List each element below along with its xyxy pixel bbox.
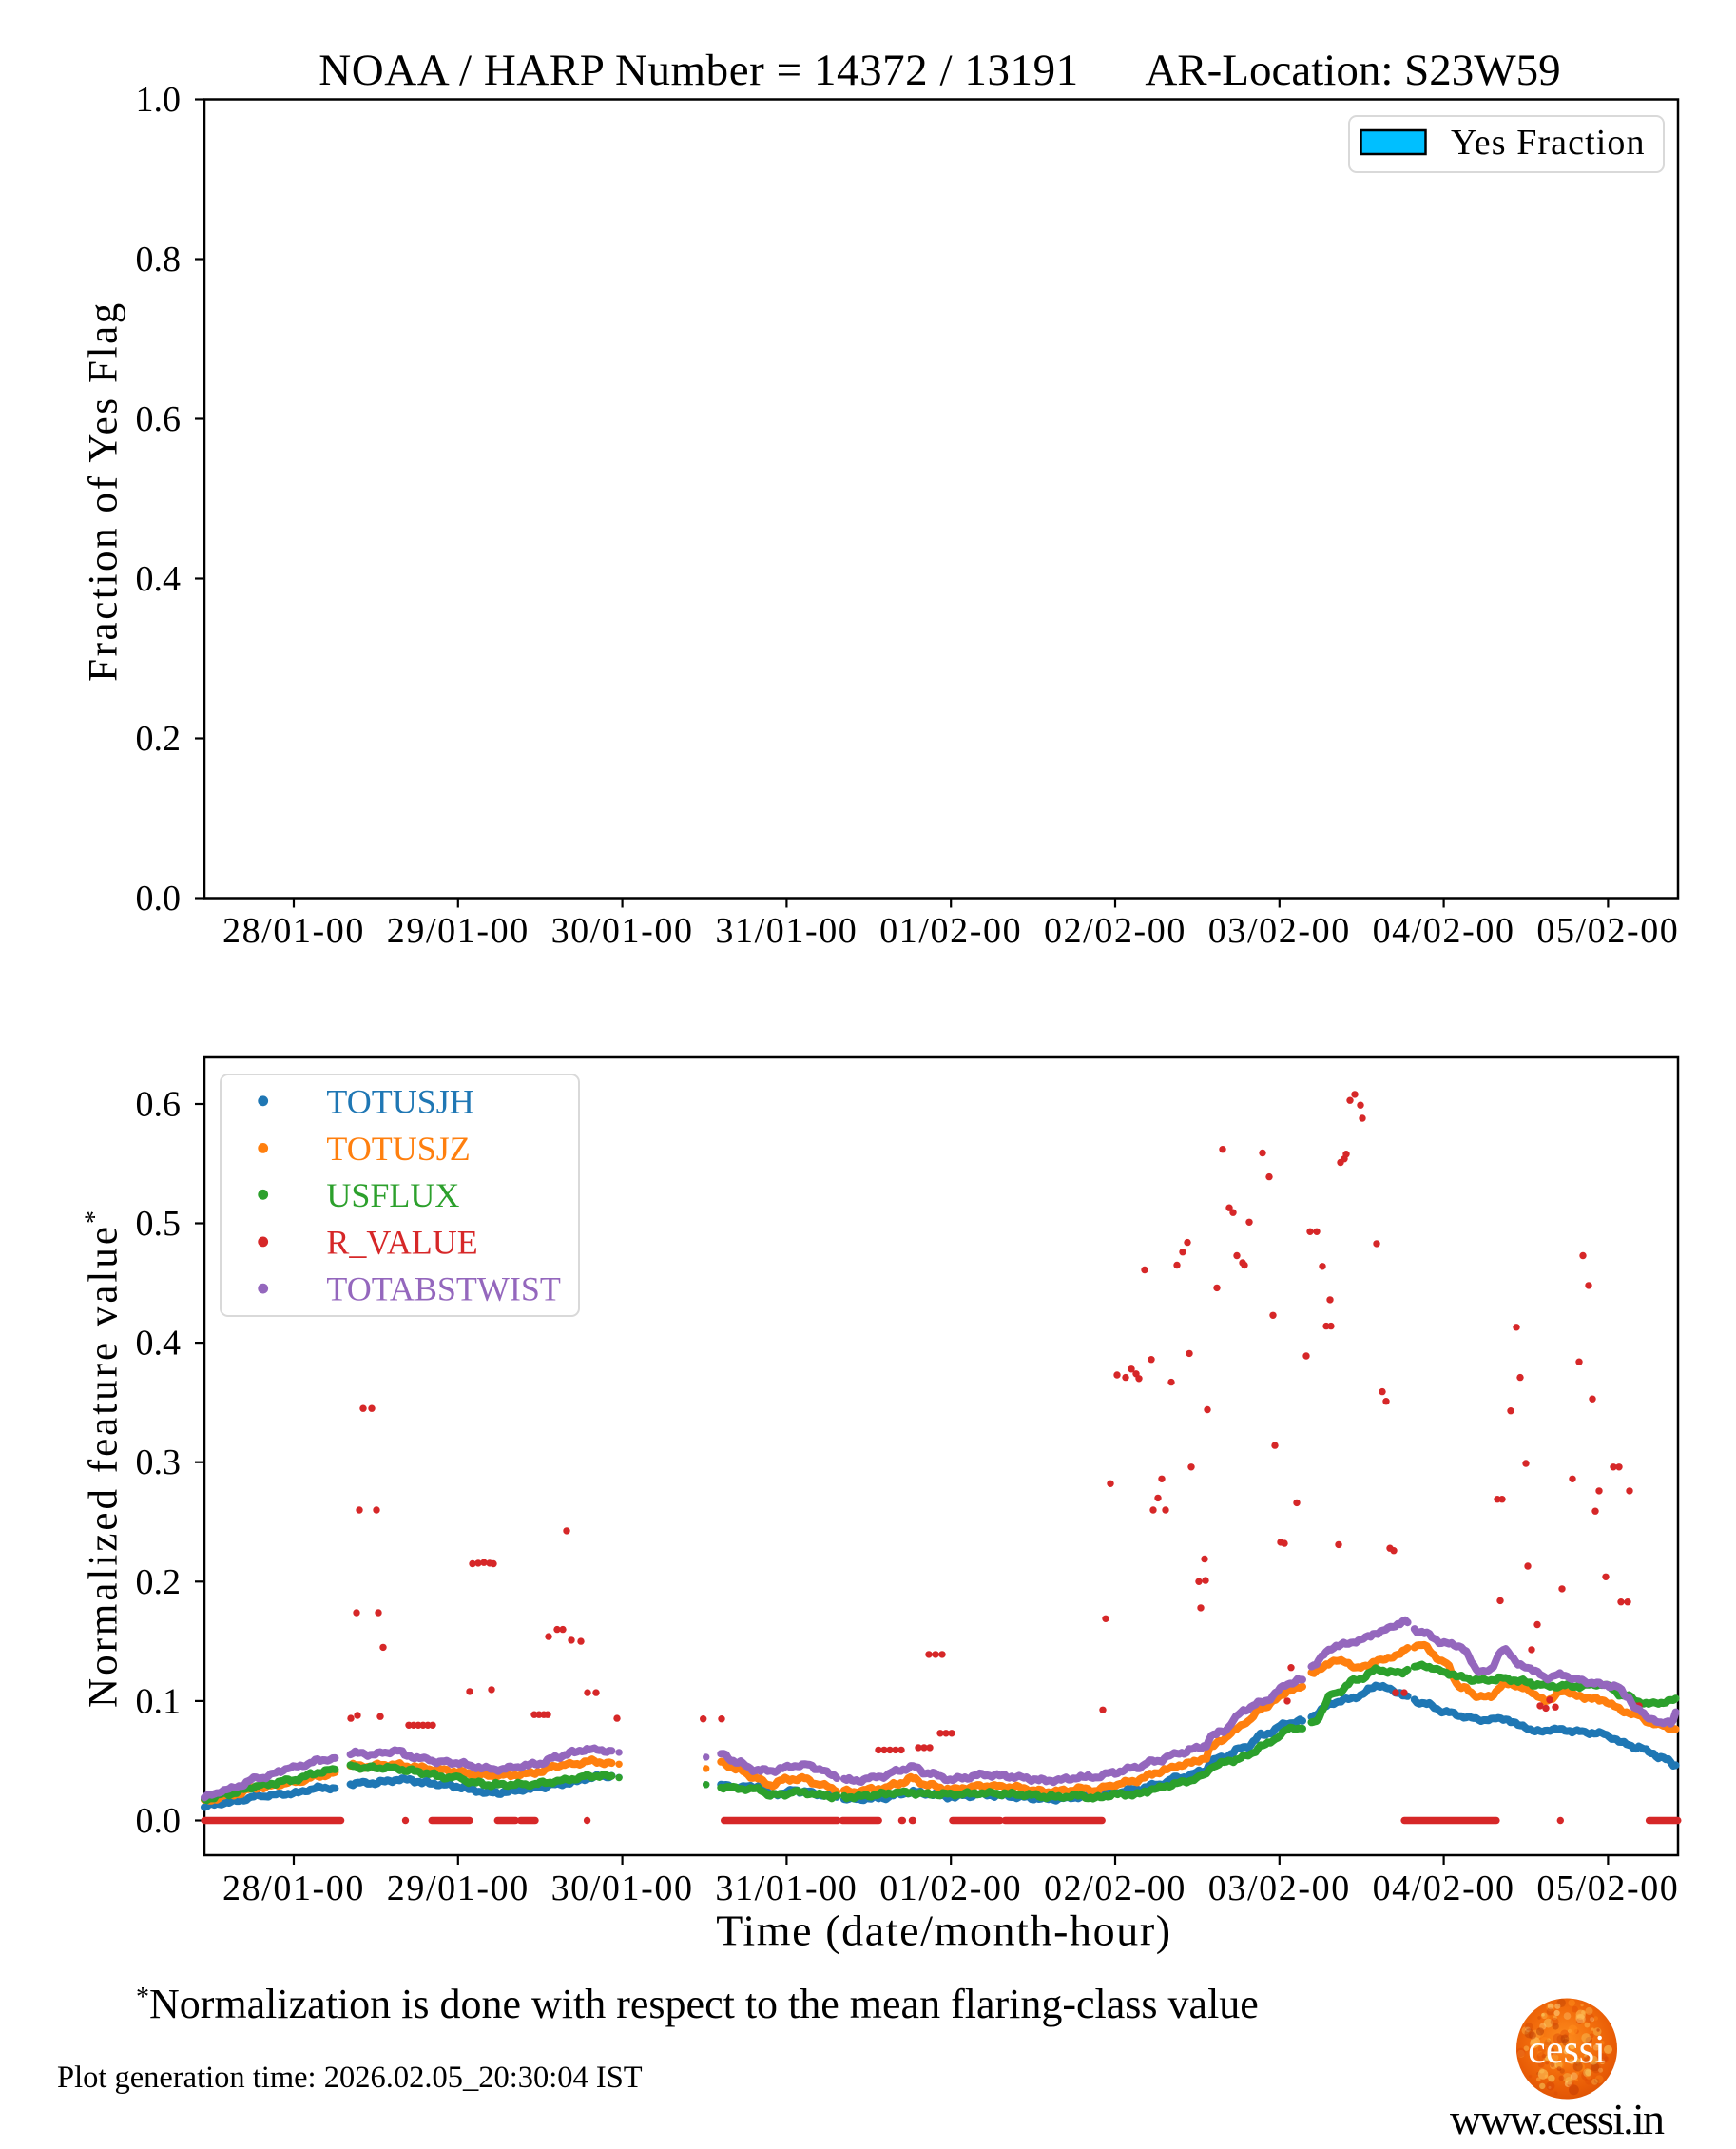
svg-text:03/02-00: 03/02-00 — [1208, 1868, 1351, 1908]
svg-text:29/01-00: 29/01-00 — [387, 1868, 530, 1908]
svg-text:0.6: 0.6 — [136, 399, 182, 439]
svg-text:Plot generation time: 2026.02.: Plot generation time: 2026.02.05_20:30:0… — [57, 2061, 643, 2095]
svg-text:02/02-00: 02/02-00 — [1044, 1868, 1186, 1908]
svg-text:USFLUX: USFLUX — [326, 1176, 459, 1214]
svg-text:0.6: 0.6 — [136, 1085, 182, 1125]
svg-text:www.cessi.in: www.cessi.in — [1450, 2095, 1665, 2143]
svg-text:Fraction of Yes Flag: Fraction of Yes Flag — [82, 300, 126, 682]
svg-text:0.0: 0.0 — [136, 1801, 182, 1841]
svg-text:0.8: 0.8 — [136, 240, 182, 280]
svg-text:04/02-00: 04/02-00 — [1373, 1868, 1515, 1908]
svg-text:0.5: 0.5 — [136, 1204, 182, 1244]
svg-text:TOTABSTWIST: TOTABSTWIST — [326, 1270, 560, 1308]
svg-text:1.0: 1.0 — [136, 80, 182, 120]
svg-text:31/01-00: 31/01-00 — [715, 1868, 858, 1908]
svg-text:*Normalization is done with re: *Normalization is done with respect to t… — [136, 1981, 1259, 2027]
svg-text:03/02-00: 03/02-00 — [1208, 911, 1351, 951]
svg-text:0.1: 0.1 — [136, 1681, 182, 1721]
svg-text:0.3: 0.3 — [136, 1442, 182, 1482]
svg-text:30/01-00: 30/01-00 — [551, 911, 694, 951]
svg-text:TOTUSJH: TOTUSJH — [326, 1082, 473, 1120]
svg-text:28/01-00: 28/01-00 — [222, 911, 365, 951]
svg-text:Normalized feature value*: Normalized feature value* — [81, 1208, 126, 1708]
svg-text:30/01-00: 30/01-00 — [551, 1868, 694, 1908]
svg-text:0.2: 0.2 — [136, 719, 182, 759]
svg-text:0.0: 0.0 — [136, 879, 182, 919]
svg-text:29/01-00: 29/01-00 — [387, 911, 530, 951]
svg-text:31/01-00: 31/01-00 — [715, 911, 858, 951]
svg-text:0.2: 0.2 — [136, 1562, 182, 1602]
svg-text:cessi: cessi — [1528, 2028, 1606, 2072]
svg-text:0.4: 0.4 — [136, 559, 182, 599]
svg-text:TOTUSJZ: TOTUSJZ — [326, 1130, 470, 1168]
svg-text:01/02-00: 01/02-00 — [879, 1868, 1022, 1908]
svg-text:0.4: 0.4 — [136, 1324, 182, 1364]
svg-text:Time (date/month-hour): Time (date/month-hour) — [716, 1907, 1171, 1955]
svg-text:Yes Fraction: Yes Fraction — [1451, 123, 1646, 163]
svg-text:05/02-00: 05/02-00 — [1536, 911, 1679, 951]
svg-text:R_VALUE: R_VALUE — [326, 1223, 477, 1261]
svg-text:01/02-00: 01/02-00 — [879, 911, 1022, 951]
svg-text:AR-Location: S23W59: AR-Location: S23W59 — [1145, 46, 1560, 95]
svg-text:NOAA / HARP Number = 14372 / 1: NOAA / HARP Number = 14372 / 13191 — [318, 46, 1078, 95]
svg-text:05/02-00: 05/02-00 — [1536, 1868, 1679, 1908]
svg-text:28/01-00: 28/01-00 — [222, 1868, 365, 1908]
svg-text:04/02-00: 04/02-00 — [1373, 911, 1515, 951]
svg-text:02/02-00: 02/02-00 — [1044, 911, 1186, 951]
